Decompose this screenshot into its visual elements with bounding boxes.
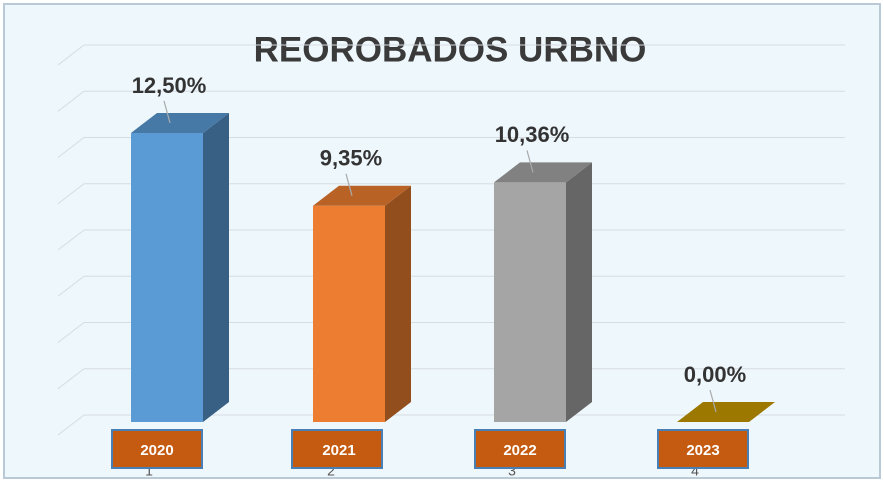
year-label: 2020 xyxy=(140,442,173,459)
bar-top xyxy=(494,162,592,183)
leader-line xyxy=(345,173,353,196)
grid-line xyxy=(57,368,85,390)
x-tick-label: 2 xyxy=(327,463,335,479)
grid-line xyxy=(57,44,85,66)
year-box xyxy=(291,429,383,469)
leader-line xyxy=(526,150,534,173)
bar xyxy=(313,205,385,422)
bar-top xyxy=(313,185,411,206)
grid-line xyxy=(57,137,85,158)
year-box xyxy=(474,429,566,469)
x-tick-label: 3 xyxy=(508,463,516,479)
year-box xyxy=(111,429,203,469)
chart-title: REOROBADOS URBNO xyxy=(254,30,647,69)
grid-line xyxy=(57,183,85,205)
grid-line xyxy=(57,275,85,297)
bar-side xyxy=(566,162,592,423)
data-label: 0,00% xyxy=(684,362,746,387)
year-label: 2022 xyxy=(503,442,536,459)
bar-side xyxy=(385,185,411,422)
grid-line xyxy=(57,229,85,251)
grid-line xyxy=(57,322,85,343)
data-label: 12,50% xyxy=(132,73,207,98)
x-tick-label: 1 xyxy=(145,463,153,479)
grid-line xyxy=(57,90,85,112)
year-label: 2021 xyxy=(322,442,355,459)
data-label: 10,36% xyxy=(495,122,570,147)
leader-line xyxy=(163,100,171,124)
data-label: 9,35% xyxy=(320,146,382,171)
year-label: 2023 xyxy=(686,442,719,459)
grid-line xyxy=(57,414,85,436)
bar-side xyxy=(203,112,229,422)
x-tick-label: 4 xyxy=(691,463,699,479)
bar-top xyxy=(677,402,775,422)
bar xyxy=(131,132,203,422)
bar-top xyxy=(131,112,229,133)
bar xyxy=(494,182,566,422)
year-box xyxy=(657,429,749,469)
leader-line xyxy=(709,389,717,413)
